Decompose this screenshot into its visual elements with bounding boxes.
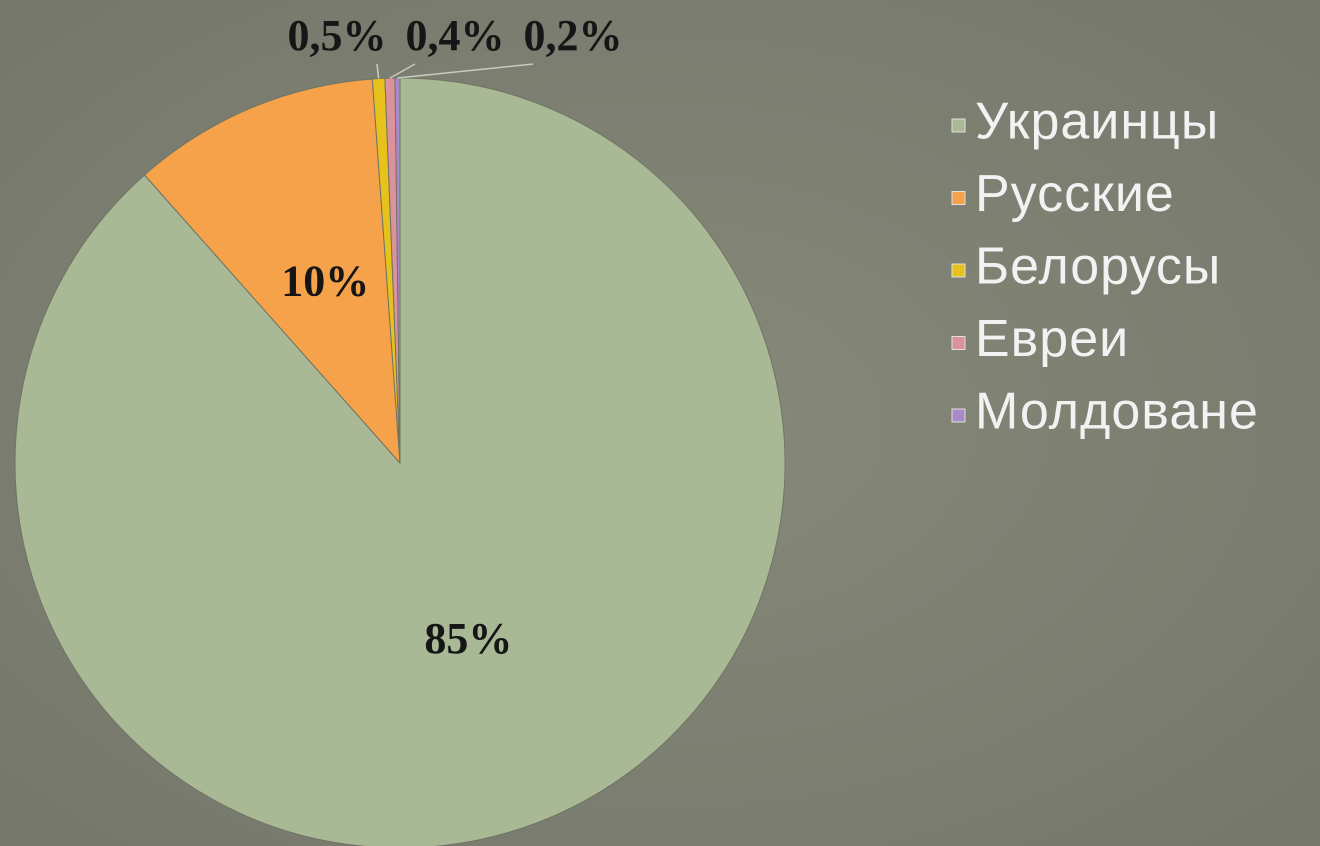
legend-swatch (951, 118, 966, 133)
leader-line (376, 63, 380, 79)
data-label: 0,4% (406, 11, 505, 60)
data-label: 85% (424, 614, 512, 663)
data-label: 10% (281, 257, 369, 306)
legend-label: Белорусы (975, 238, 1221, 296)
data-label: 0,2% (524, 11, 623, 60)
legend-swatch (951, 191, 966, 205)
legend-label: Молдоване (975, 383, 1259, 441)
pie-slice (143, 78, 401, 465)
legend-swatch (951, 263, 966, 278)
legend-label: Украинцы (975, 93, 1219, 151)
legend-swatch (951, 408, 966, 423)
leader-line (397, 63, 534, 79)
data-label: 0,5% (288, 11, 387, 60)
legend-label: Русские (975, 165, 1175, 223)
legend-swatch (951, 336, 966, 350)
leader-line (389, 63, 416, 79)
legend-label: Евреи (975, 310, 1129, 368)
